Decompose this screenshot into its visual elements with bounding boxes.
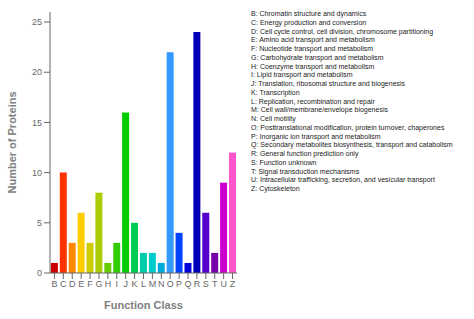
svg-text:F: F xyxy=(87,279,93,289)
svg-text:Q: Q xyxy=(185,279,192,289)
svg-text:J: J xyxy=(123,279,128,289)
html-text:E: Amino acid transport and me: E: Amino acid transport and metabolism xyxy=(251,36,375,44)
svg-text:20: 20 xyxy=(32,67,42,77)
svg-text:H: H xyxy=(105,279,112,289)
svg-text:B: B xyxy=(51,279,57,289)
html-text:J: Translation, ribosomal stru: J: Translation, ribosomal structure and … xyxy=(251,80,406,87)
svg-text:15: 15 xyxy=(32,118,42,128)
html-text:O: Posttranslational modificat: O: Posttranslational modification, prote… xyxy=(251,123,445,131)
svg-text:M: M xyxy=(149,279,157,289)
svg-text:Function Class: Function Class xyxy=(104,299,183,311)
svg-text:I: I xyxy=(116,279,119,289)
svg-text:K: K xyxy=(132,279,138,289)
html-text:D: Cell cycle control, cell di: D: Cell cycle control, cell division, ch… xyxy=(251,27,434,35)
html-text:F: Nucleotide transport and me: F: Nucleotide transport and metabolism xyxy=(251,45,374,52)
html-text:C: Energy production and conve: C: Energy production and conversion xyxy=(251,18,367,26)
html-text:N: Cell motility: N: Cell motility xyxy=(251,115,296,122)
svg-text:0: 0 xyxy=(37,268,42,278)
svg-text:R: R xyxy=(194,279,201,289)
html-text:B: Chromatin structure and dyn: B: Chromatin structure and dynamics xyxy=(251,10,367,17)
html-text:U: Intracellular trafficking,: U: Intracellular trafficking, secretion,… xyxy=(251,176,435,184)
html-text:K: Transcription: K: Transcription xyxy=(251,88,300,96)
svg-text:10: 10 xyxy=(32,168,42,178)
svg-text:U: U xyxy=(220,279,227,289)
html-text:L: Replication, recombination: L: Replication, recombination and repair xyxy=(251,97,375,105)
svg-text:L: L xyxy=(141,279,146,289)
html-text:Q: Secondary metabolites biosy: Q: Secondary metabolites biosynthesis, t… xyxy=(251,141,453,149)
html-text:I: Lipid transport and metabol: I: Lipid transport and metabolism xyxy=(251,71,353,79)
svg-text:O: O xyxy=(167,279,174,289)
svg-text:5: 5 xyxy=(37,218,42,228)
svg-text:D: D xyxy=(69,279,76,289)
html-text:T: Signal transduction mechani: T: Signal transduction mechanisms xyxy=(251,167,360,175)
html-text:S: Function unknown: S: Function unknown xyxy=(251,158,317,166)
svg-text:S: S xyxy=(203,279,209,289)
svg-text:P: P xyxy=(176,279,182,289)
svg-text:E: E xyxy=(78,279,84,289)
html-text:P: Inorganic ion transport and: P: Inorganic ion transport and metabolis… xyxy=(251,132,381,140)
svg-text:C: C xyxy=(60,279,67,289)
html-text:Z: Cytoskeleton: Z: Cytoskeleton xyxy=(251,185,300,192)
html-text:R: General function prediction: R: General function prediction only xyxy=(251,150,359,157)
svg-text:G: G xyxy=(95,279,102,289)
svg-text:Z: Z xyxy=(230,279,236,289)
svg-text:25: 25 xyxy=(32,17,42,27)
svg-text:N: N xyxy=(158,279,165,289)
svg-text:Number of Proteins: Number of Proteins xyxy=(8,91,18,193)
html-text:H: Coenzyme transport and meta: H: Coenzyme transport and metabolism xyxy=(251,62,375,70)
html-text:M: Cell wall/membrane/envelope: M: Cell wall/membrane/envelope biogenesi… xyxy=(251,106,388,114)
html-text:G: Carbohydrate transport and: G: Carbohydrate transport and metabolism xyxy=(251,53,384,61)
svg-text:T: T xyxy=(212,279,218,289)
